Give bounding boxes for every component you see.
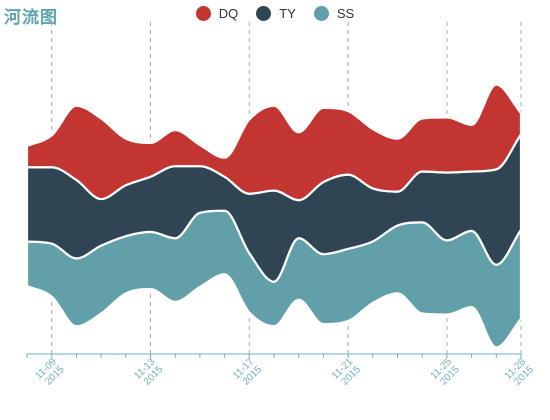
legend-item-ty[interactable]: TY	[256, 5, 296, 21]
legend-dot-dq	[195, 5, 211, 21]
legend-dot-ss	[313, 5, 329, 21]
legend-label-dq: DQ	[218, 5, 239, 21]
legend-dot-ty	[256, 5, 272, 21]
legend-label-ss: SS	[336, 5, 355, 21]
chart-title: 河流图	[4, 8, 58, 27]
legend-label-ty: TY	[279, 5, 296, 21]
legend-item-ss[interactable]: SS	[313, 5, 355, 21]
stream-layers	[25, 83, 523, 349]
stream-dq[interactable]	[25, 83, 523, 202]
legend-item-dq[interactable]: DQ	[195, 5, 239, 21]
chart-legend: DQ TY SS	[0, 4, 550, 21]
